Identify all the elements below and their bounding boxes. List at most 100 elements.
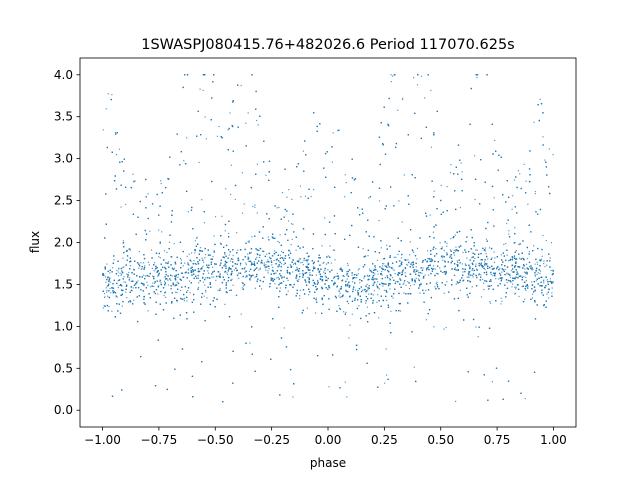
data-point: [531, 297, 534, 299]
data-point: [213, 276, 215, 278]
data-point: [343, 275, 345, 278]
data-point: [349, 324, 351, 326]
data-point: [123, 266, 125, 268]
data-point: [462, 271, 464, 273]
data-point: [239, 264, 242, 266]
data-point: [443, 292, 445, 294]
data-point: [165, 296, 167, 298]
data-point: [102, 129, 104, 131]
data-point: [245, 276, 247, 278]
data-point: [105, 281, 107, 283]
data-point: [411, 264, 413, 267]
data-point: [338, 307, 341, 309]
data-point: [205, 277, 207, 279]
data-point: [357, 269, 360, 271]
data-point: [198, 161, 200, 164]
data-point: [224, 271, 226, 273]
data-point: [487, 258, 489, 260]
data-point: [188, 280, 191, 282]
data-point: [147, 310, 149, 312]
data-point: [365, 302, 367, 304]
data-point: [259, 268, 261, 270]
data-point: [292, 223, 294, 225]
data-point: [498, 278, 500, 280]
data-point: [292, 396, 294, 398]
data-point: [164, 291, 167, 293]
data-point: [416, 258, 418, 260]
data-point: [329, 287, 331, 289]
data-point: [543, 279, 545, 281]
data-point: [310, 195, 312, 198]
data-point: [398, 200, 400, 202]
data-point: [254, 276, 256, 278]
data-point: [534, 274, 536, 276]
data-point: [424, 274, 426, 276]
data-point: [500, 254, 502, 256]
data-point: [378, 219, 380, 222]
data-point: [204, 289, 207, 292]
data-point: [163, 280, 166, 282]
data-point: [105, 287, 107, 289]
data-point: [459, 262, 461, 264]
data-point: [332, 132, 334, 134]
data-point: [197, 277, 200, 280]
data-point: [391, 266, 393, 269]
data-point: [414, 271, 416, 273]
data-point: [232, 284, 234, 286]
data-point: [490, 280, 492, 282]
data-point: [344, 381, 346, 383]
data-point: [444, 260, 446, 262]
data-point: [120, 274, 122, 276]
data-point: [122, 266, 124, 268]
data-point: [525, 289, 527, 291]
data-point: [456, 261, 459, 264]
data-point: [356, 277, 358, 279]
data-point: [548, 148, 550, 150]
data-point: [460, 162, 462, 164]
data-point: [393, 269, 395, 271]
data-point: [550, 269, 552, 272]
data-point: [296, 279, 298, 281]
data-point: [195, 263, 198, 265]
data-point: [260, 288, 263, 290]
data-point: [324, 269, 326, 272]
data-point: [511, 286, 513, 288]
data-point: [505, 242, 507, 245]
data-point: [224, 253, 226, 256]
data-point: [275, 272, 277, 274]
data-point: [306, 265, 309, 267]
data-point: [116, 296, 118, 298]
data-point: [550, 280, 552, 283]
data-point: [290, 243, 292, 246]
data-point: [415, 266, 417, 268]
data-point: [281, 191, 284, 194]
data-point: [386, 299, 388, 301]
data-point: [338, 305, 340, 307]
data-point: [224, 303, 226, 306]
data-point: [480, 274, 482, 276]
data-point: [157, 293, 159, 295]
data-point: [481, 266, 484, 268]
data-point: [283, 327, 285, 329]
data-point: [130, 301, 132, 303]
data-point: [402, 269, 404, 271]
data-point: [390, 310, 392, 312]
data-point: [186, 300, 188, 302]
data-point: [256, 163, 258, 165]
data-point: [382, 258, 384, 260]
data-point: [256, 253, 258, 255]
data-point: [215, 279, 217, 281]
data-point: [545, 239, 547, 242]
data-point: [439, 242, 441, 244]
data-point: [357, 273, 359, 275]
data-point: [273, 259, 275, 262]
data-point: [411, 249, 413, 251]
data-point: [213, 235, 215, 237]
data-point: [420, 282, 422, 285]
data-point: [346, 278, 348, 280]
data-point: [464, 263, 466, 265]
data-point: [333, 281, 336, 283]
data-point: [197, 282, 200, 284]
data-point: [449, 249, 452, 251]
data-point: [443, 271, 445, 273]
